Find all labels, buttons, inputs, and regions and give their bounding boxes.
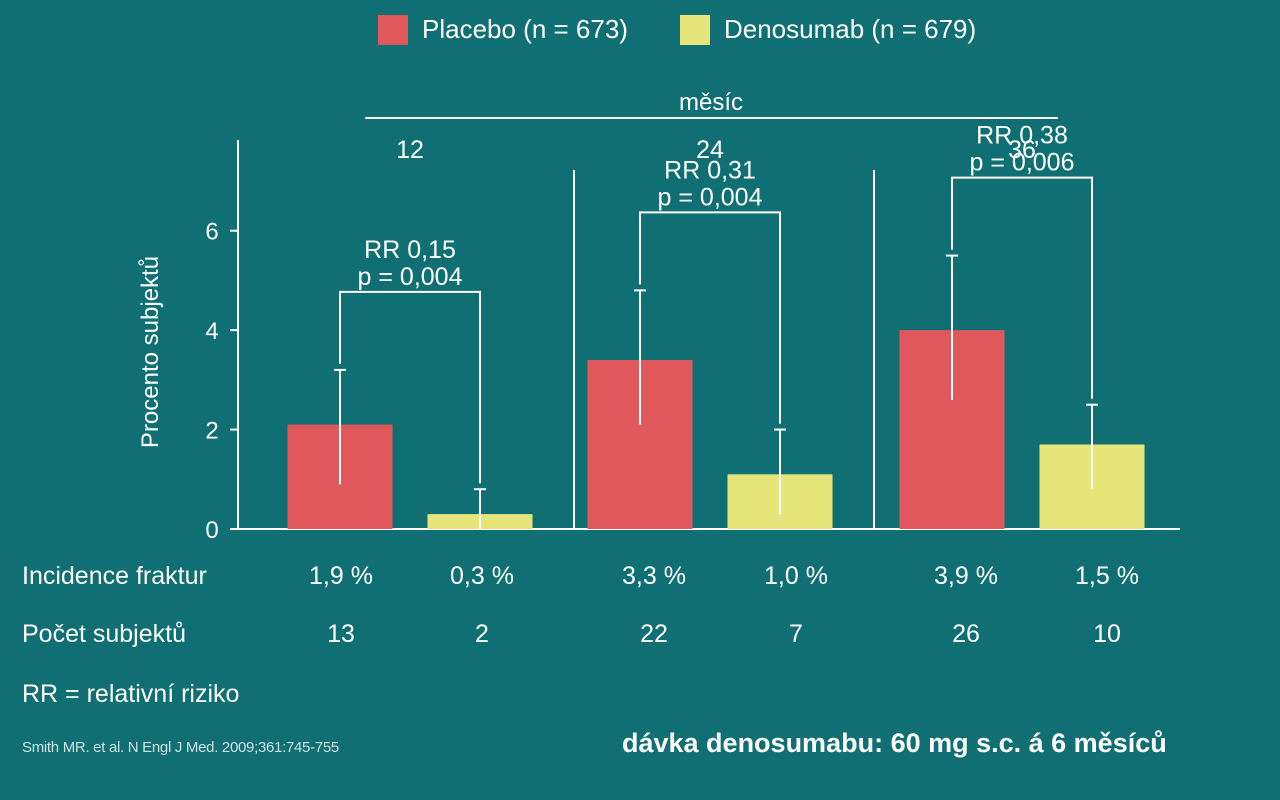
citation: Smith MR. et al. N Engl J Med. 2009;361:… [22, 739, 339, 756]
category-label: 12 [396, 136, 424, 164]
category-label: 24 [696, 136, 724, 164]
table-cell: 26 [952, 620, 980, 648]
annotation-rr: RR 0,31 [664, 156, 756, 184]
legend-item-denosumab: Denosumab (n = 679) [679, 14, 977, 45]
y-axis-label: Procento subjektů [137, 256, 164, 448]
table-cell: 7 [789, 620, 803, 648]
significance-bracket [339, 290, 481, 484]
row-label-incidence: Incidence fraktur [22, 562, 207, 590]
legend-swatch-denosumab [679, 14, 710, 45]
row-label-count: Počet subjektů [22, 620, 186, 648]
category-label: 36 [1008, 136, 1036, 164]
table-cell: 3,3 % [622, 562, 686, 590]
significance-bracket [639, 211, 781, 424]
legend: Placebo (n = 673) Denosumab (n = 679) [378, 14, 1028, 45]
dose-note: dávka denosumabu: 60 mg s.c. á 6 měsíců [622, 728, 1167, 758]
legend-label-placebo: Placebo (n = 673) [422, 14, 628, 44]
table-cell: 22 [640, 620, 668, 648]
table-cell: 1,9 % [309, 562, 373, 590]
legend-label-denosumab: Denosumab (n = 679) [723, 14, 977, 44]
annotation-rr: RR 0,15 [364, 236, 456, 264]
y-tick-label: 6 [205, 219, 218, 246]
annotation-rr: RR 0,38 [976, 122, 1068, 150]
table-cell: 10 [1093, 620, 1121, 648]
group-axis-label: měsíc [679, 89, 743, 116]
legend-swatch-placebo [378, 14, 408, 45]
annotation-p: p = 0,004 [358, 263, 463, 291]
y-tick-label: 0 [205, 517, 218, 544]
table-cell: 0,3 % [450, 562, 514, 590]
rr-footnote: RR = relativní riziko [22, 680, 240, 708]
significance-bracket [951, 176, 1093, 399]
table-cell: 13 [327, 620, 355, 648]
table-cell: 1,0 % [764, 562, 828, 590]
legend-item-placebo: Placebo (n = 673) [378, 14, 628, 45]
table-cell: 3,9 % [934, 562, 998, 590]
table-cell: 1,5 % [1075, 562, 1139, 590]
table-cell: 2 [475, 620, 489, 648]
y-tick-label: 4 [205, 318, 218, 345]
annotation-p: p = 0,004 [658, 183, 763, 211]
y-tick-label: 2 [205, 418, 218, 445]
annotation-p: p = 0,006 [970, 149, 1075, 177]
